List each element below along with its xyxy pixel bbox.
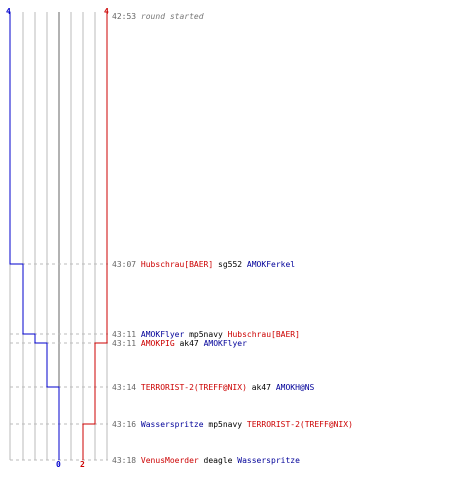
blue-start-count: 4 <box>6 7 11 16</box>
red-end-count: 2 <box>80 460 85 469</box>
event-victim: AMOKH@NS <box>275 383 315 392</box>
event-weapon: ak47 <box>251 383 271 392</box>
event-kill: 43:18 VenusMoerder deagle Wasserspritze <box>112 456 300 465</box>
event-killer: TERRORIST-2(TREFF@NIX) <box>140 383 247 392</box>
event-weapon: deagle <box>203 456 233 465</box>
event-time: 43:18 <box>112 456 137 465</box>
event-victim: Wasserspritze <box>237 456 300 465</box>
event-time: 43:16 <box>112 420 137 429</box>
event-weapon: mp5navy <box>208 420 243 429</box>
event-kill: 43:11 AMOKPIG ak47 AMOKFlyer <box>112 339 247 348</box>
event-weapon: sg552 <box>218 260 243 269</box>
event-victim: TERRORIST-2(TREFF@NIX) <box>246 420 353 429</box>
event-time: 43:14 <box>112 383 137 392</box>
event-kill: 43:16 Wasserspritze mp5navy TERRORIST-2(… <box>112 420 353 429</box>
event-weapon: mp5navy <box>189 330 223 339</box>
event-victim: Hubschrau[BAER] <box>227 330 300 339</box>
event-time: 43:07 <box>112 260 137 269</box>
event-time: 42:53 <box>112 12 137 21</box>
event-text: round started <box>140 12 204 21</box>
event-killer: Wasserspritze <box>140 420 204 429</box>
event-kill: 43:14 TERRORIST-2(TREFF@NIX) ak47 AMOKH@… <box>112 383 314 392</box>
event-time: 43:11 <box>112 330 137 339</box>
event-killer: AMOKPIG <box>140 339 175 348</box>
red-team-series-line <box>82 12 108 460</box>
event-killer: AMOKFlyer <box>140 330 185 339</box>
event-time: 43:11 <box>112 339 137 348</box>
event-killer: Hubschrau[BAER] <box>140 260 214 269</box>
event-weapon: ak47 <box>179 339 199 348</box>
event-killer: VenusMoerder <box>140 456 199 465</box>
event-kill: 43:11 AMOKFlyer mp5navy Hubschrau[BAER] <box>112 330 300 339</box>
event-kill: 43:07 Hubschrau[BAER] sg552 AMOKFerkel <box>112 260 295 269</box>
blue-team-series-line <box>9 12 60 460</box>
event-victim: AMOKFerkel <box>246 260 296 269</box>
blue-end-count: 0 <box>56 460 61 469</box>
red-start-count: 4 <box>104 7 109 16</box>
event-round-start: 42:53 round started <box>112 12 204 21</box>
event-victim: AMOKFlyer <box>203 339 247 348</box>
